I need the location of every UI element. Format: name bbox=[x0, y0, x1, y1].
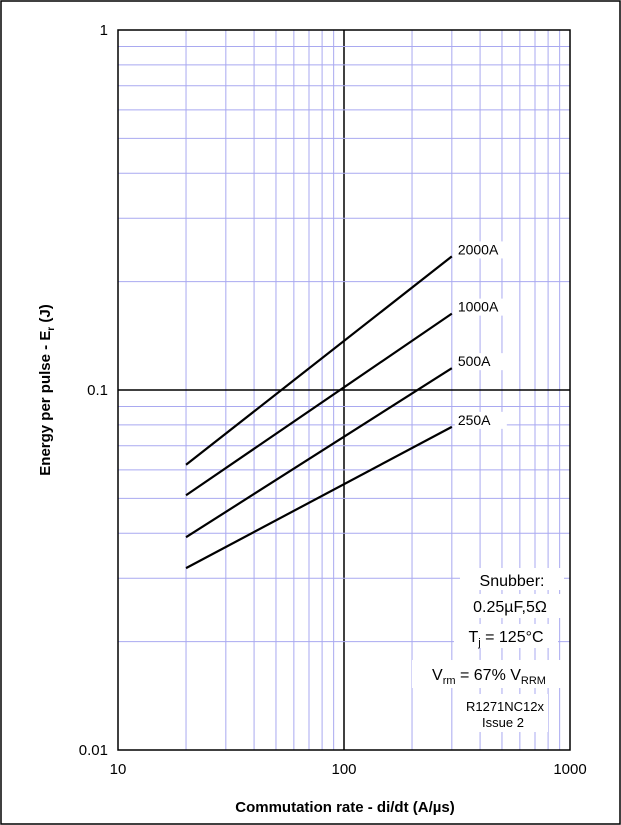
y-axis-title-tail: (J) bbox=[37, 304, 54, 327]
part-number: R1271NC12x bbox=[466, 699, 545, 714]
series-line bbox=[185, 312, 453, 497]
vrm-mid: = 67% V bbox=[456, 667, 522, 684]
tick-labels: 10 100 1000 1 0.1 0.01 bbox=[79, 22, 587, 778]
y-tick-label: 1 bbox=[100, 22, 108, 39]
series-label-bg bbox=[454, 241, 507, 259]
tj-tail: = 125°C bbox=[481, 629, 544, 646]
vrm-sub: rm bbox=[443, 675, 456, 687]
annotation-block: Snubber: 0.25µF,5Ω Tj = 125°C Vrm = 67% … bbox=[412, 568, 568, 732]
snubber-label: Snubber: bbox=[480, 573, 545, 590]
plot-frame bbox=[117, 29, 571, 751]
tj-sub: j bbox=[477, 637, 480, 649]
series-label-bg bbox=[454, 411, 507, 429]
y-axis-title: Energy per pulse - Er (J) bbox=[37, 304, 57, 475]
series-line bbox=[185, 255, 453, 466]
vrm-main: V bbox=[432, 667, 443, 684]
series-label-bg bbox=[454, 298, 507, 316]
series-line bbox=[185, 425, 453, 570]
vrm-sub2: RRM bbox=[521, 675, 546, 687]
snubber-value: 0.25µF,5Ω bbox=[473, 599, 547, 616]
series-label: 250A bbox=[458, 412, 491, 428]
series-label: 500A bbox=[458, 353, 491, 369]
tj-annotation: Tj = 125°C bbox=[468, 629, 543, 649]
issue-label: Issue 2 bbox=[482, 715, 524, 730]
y-tick-label: 0.1 bbox=[87, 382, 108, 399]
tj-main: T bbox=[468, 629, 478, 646]
x-tick-label: 10 bbox=[110, 761, 127, 778]
vrm-annotation: Vrm = 67% VRRM bbox=[432, 667, 546, 687]
y-axis-title-sub: r bbox=[46, 327, 57, 331]
x-tick-label: 1000 bbox=[553, 761, 586, 778]
series-group: 2000A 1000A 500A 250A bbox=[185, 241, 507, 570]
x-tick-label: 100 bbox=[331, 761, 356, 778]
grid bbox=[118, 30, 570, 750]
y-tick-label: 0.01 bbox=[79, 742, 108, 759]
series-line bbox=[185, 367, 453, 539]
x-axis-title: Commutation rate - di/dt (A/µs) bbox=[235, 799, 454, 816]
series-label-bg bbox=[454, 353, 507, 371]
series-label: 1000A bbox=[458, 299, 499, 315]
y-axis-title-main: Energy per pulse - E bbox=[37, 331, 54, 476]
series-label: 2000A bbox=[458, 241, 499, 257]
